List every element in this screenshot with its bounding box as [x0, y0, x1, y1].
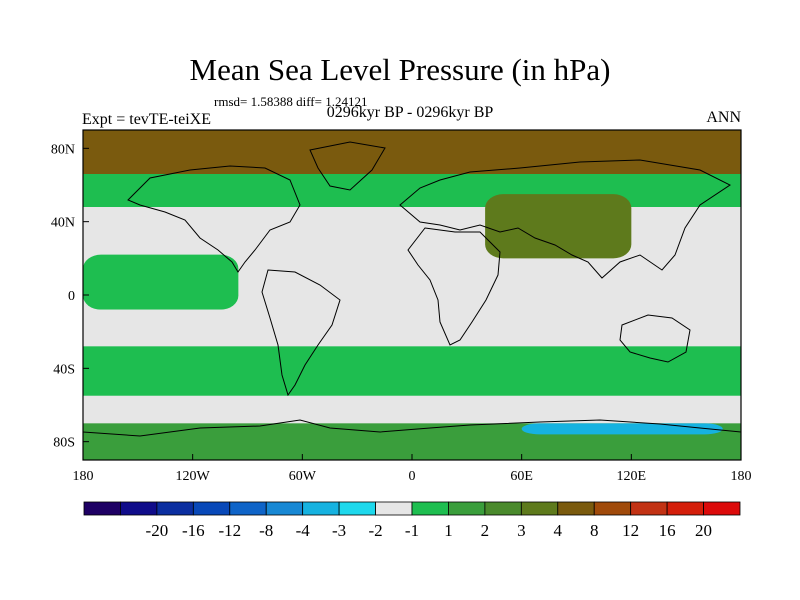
coastlines	[83, 141, 741, 437]
x-tick-label: 180	[73, 469, 94, 484]
x-tick-label: 120W	[176, 469, 211, 484]
colorbar-label: 12	[622, 521, 639, 540]
colorbar-label: 4	[554, 521, 563, 540]
region-southern-ocean-neutral	[83, 395, 741, 424]
y-tick-label: 40N	[51, 216, 75, 231]
colorbar-swatch	[593, 501, 632, 516]
coast-eurasia	[399, 159, 731, 279]
colorbar-label: -12	[218, 521, 241, 540]
region-north-atlantic-neutral	[302, 207, 394, 259]
x-tick-label: 60W	[289, 469, 317, 484]
colorbar-label: -16	[182, 521, 205, 540]
y-tick-label: 80N	[51, 142, 75, 157]
season-label: ANN	[706, 109, 741, 126]
region-subpolar-north-band	[83, 174, 741, 207]
x-tick-label: 0	[409, 469, 416, 484]
colorbar-swatch	[338, 501, 376, 516]
colorbar-swatch	[448, 501, 486, 516]
x-tick-label: 180	[731, 469, 752, 484]
time-range-label: 0296kyr BP - 0296kyr BP	[326, 104, 494, 121]
region-antarctic-negative-patches	[521, 423, 723, 435]
colorbar-label: 3	[517, 521, 526, 540]
region-south-pacific-neutral	[83, 309, 239, 347]
region-north-pacific-neutral	[92, 207, 230, 240]
colorbar-label: -3	[332, 521, 346, 540]
colorbar-swatch	[229, 501, 267, 516]
colorbar-label: -1	[405, 521, 419, 540]
coast-north-america	[127, 165, 301, 273]
y-tick-label: 40S	[53, 362, 75, 377]
colorbar-label: 16	[659, 521, 676, 540]
coast-south-america	[261, 269, 341, 397]
x-tick-label: 60E	[510, 469, 533, 484]
coast-africa	[407, 227, 501, 346]
colorbar-swatch	[83, 501, 121, 516]
colorbar-swatch	[666, 501, 704, 516]
colorbar-swatch	[192, 501, 231, 516]
region-southern-midlat-band	[83, 346, 741, 396]
colorbar-swatch	[411, 501, 449, 516]
colorbar-swatch	[630, 501, 668, 516]
y-tick-label: 0	[68, 289, 75, 304]
region-asia-high	[485, 194, 632, 259]
colorbar-label: -8	[259, 521, 273, 540]
colorbar-label: 8	[590, 521, 599, 540]
colorbar-swatch	[703, 501, 741, 516]
coast-greenland	[309, 141, 386, 191]
colorbar-label: -2	[368, 521, 382, 540]
colorbar-label: -4	[296, 521, 311, 540]
pressure-field	[83, 130, 741, 460]
colorbar-swatch	[375, 501, 413, 516]
x-tick-label: 120E	[617, 469, 647, 484]
colorbar-label: 1	[444, 521, 453, 540]
colorbar-swatch	[557, 501, 595, 516]
experiment-label: Expt = tevTE-teiXE	[82, 111, 211, 128]
y-tick-label: 80S	[53, 436, 75, 451]
colorbar: -20 -16 -12 -8 -4 -3 -2 -1 1 2 3 4 8 12 16 20	[83, 501, 741, 540]
colorbar-label: 2	[481, 521, 490, 540]
colorbar-swatch	[120, 501, 158, 516]
colorbar-swatch	[520, 501, 559, 516]
region-equatorial-pacific-band	[83, 254, 239, 310]
colorbar-swatch	[156, 501, 194, 516]
chart-title: Mean Sea Level Pressure (in hPa)	[189, 52, 611, 87]
colorbar-swatch	[484, 501, 522, 516]
coast-australia	[619, 314, 691, 363]
stats-label: rmsd= 1.58388 diff= 1.24121	[214, 94, 368, 109]
region-arctic	[83, 130, 741, 182]
colorbar-label: 20	[695, 521, 712, 540]
colorbar-swatch	[302, 501, 340, 516]
colorbar-label: -20	[146, 521, 169, 540]
coast-antarctica	[83, 419, 741, 437]
axes: 180 120W 60W 0 60E 120E 180 80N 40N 0 40S 80S	[51, 142, 752, 484]
colorbar-swatch	[265, 501, 304, 516]
